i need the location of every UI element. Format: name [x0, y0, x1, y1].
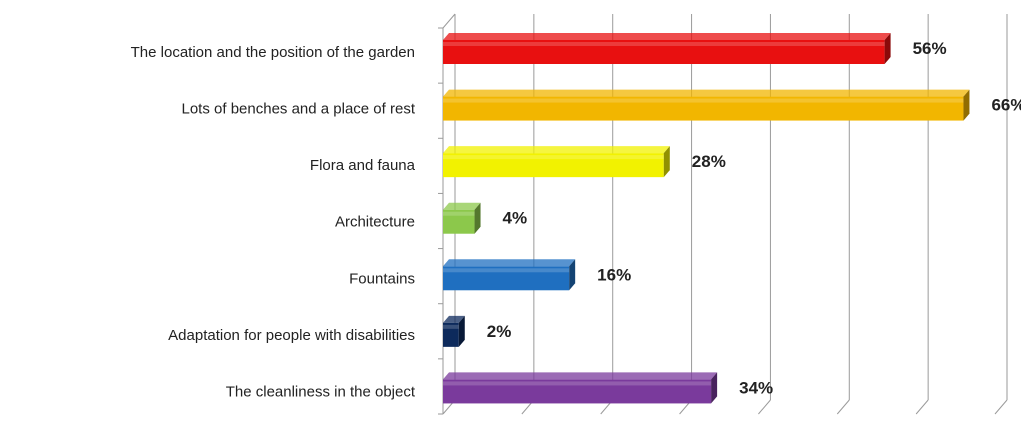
category-label-4: Architecture — [335, 214, 415, 231]
bar-3-shine — [443, 155, 664, 160]
bar-5-shine — [443, 268, 570, 273]
gridline-floor-70 — [994, 399, 1008, 415]
category-label-1: The location and the position of the gar… — [131, 44, 415, 61]
bar-6-side — [458, 315, 465, 347]
value-label-3: 28% — [692, 152, 726, 171]
bar-7-shine — [443, 381, 712, 386]
bar-7-side — [711, 372, 718, 404]
bar-4 — [443, 209, 475, 234]
bar-6-shine — [443, 324, 459, 329]
bar-6 — [443, 322, 459, 347]
bar-5 — [443, 266, 570, 291]
bar-2-side — [963, 89, 970, 121]
category-label-7: The cleanliness in the object — [226, 383, 416, 400]
bar-4-shine — [443, 211, 475, 216]
value-label-7: 34% — [739, 378, 773, 397]
value-label-6: 2% — [487, 322, 512, 341]
value-label-2: 66% — [991, 96, 1021, 115]
bar-7-top — [443, 372, 718, 380]
gridline-floor-50 — [836, 399, 850, 415]
gridline-floor-40 — [758, 399, 771, 415]
bar-7 — [443, 379, 712, 404]
bar-1 — [443, 40, 885, 64]
bar-5-top — [443, 259, 576, 267]
bar-2-shine — [443, 98, 964, 103]
axis-left-wall-top — [442, 13, 456, 29]
category-label-2: Lots of benches and a place of rest — [182, 101, 416, 118]
bar-3 — [443, 153, 664, 178]
gridline-floor-60 — [915, 399, 929, 415]
bar-5-side — [569, 259, 576, 291]
bar-4-top — [443, 202, 481, 210]
value-label-4: 4% — [503, 209, 528, 228]
bar-1-shine — [443, 42, 885, 46]
bar-2-top — [443, 89, 970, 97]
category-label-5: Fountains — [349, 270, 415, 287]
bar-6-top — [443, 315, 465, 323]
category-label-6: Adaptation for people with disabilities — [168, 327, 415, 344]
bar-1-top — [443, 33, 891, 40]
bar-2 — [443, 96, 964, 121]
value-label-5: 16% — [597, 265, 631, 284]
value-label-1: 56% — [913, 39, 947, 58]
bar-3-side — [663, 146, 670, 178]
bar-3-top — [443, 146, 670, 154]
bar-1-side — [884, 33, 891, 64]
category-label-3: Flora and fauna — [310, 157, 416, 174]
bar-4-side — [474, 202, 481, 234]
